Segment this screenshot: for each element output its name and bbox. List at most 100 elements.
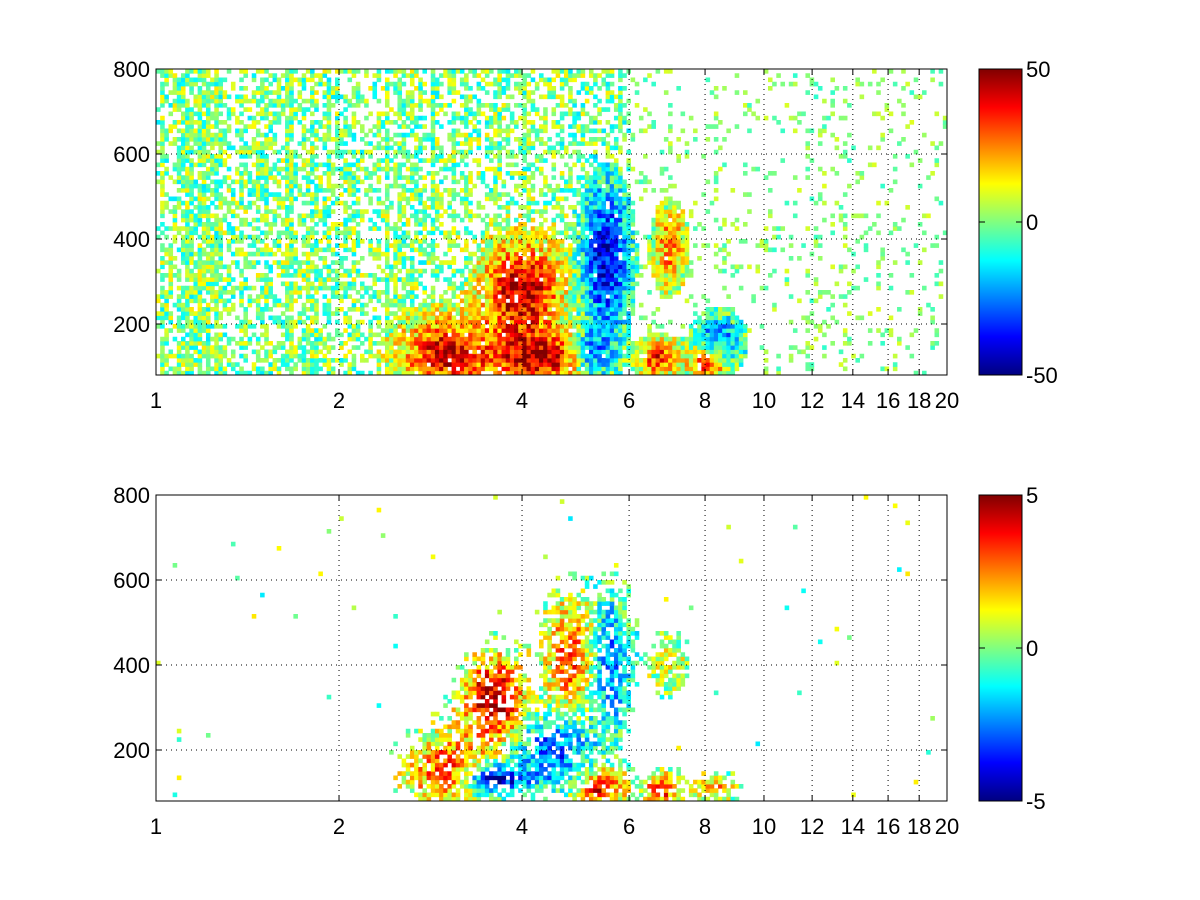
heatmap-cell xyxy=(439,268,444,274)
heatmap-cell xyxy=(255,90,261,95)
heatmap-cell xyxy=(230,302,236,308)
heatmap-cell xyxy=(430,315,436,321)
heatmap-cell xyxy=(543,77,548,83)
heatmap-cell xyxy=(285,243,290,248)
heatmap-cell xyxy=(518,90,523,95)
heatmap-cell xyxy=(434,349,440,355)
heatmap-cell xyxy=(434,307,440,312)
heatmap-cell xyxy=(384,141,390,146)
heatmap-cell xyxy=(455,319,461,325)
heatmap-cell xyxy=(180,260,186,265)
heatmap-cell xyxy=(543,149,548,155)
heatmap-cell xyxy=(409,285,415,291)
heatmap-cell xyxy=(268,341,273,346)
heatmap-cell xyxy=(305,332,311,338)
heatmap-cell xyxy=(509,162,515,168)
heatmap-cell xyxy=(601,264,607,270)
heatmap-cell xyxy=(493,188,498,193)
heatmap-cell xyxy=(285,315,290,321)
heatmap-cell xyxy=(484,366,490,372)
heatmap-cell xyxy=(447,213,452,219)
heatmap-cell xyxy=(372,90,378,95)
heatmap-cell xyxy=(593,315,598,321)
heatmap-cell xyxy=(364,149,369,155)
heatmap-cell xyxy=(547,200,552,206)
heatmap-cell xyxy=(359,281,365,287)
heatmap-cell xyxy=(380,120,386,125)
heatmap-cell xyxy=(543,332,548,338)
heatmap-cell xyxy=(430,324,436,329)
heatmap-cell xyxy=(447,103,452,108)
heatmap-cell xyxy=(272,358,278,363)
heatmap-cell xyxy=(526,298,532,304)
heatmap-cell xyxy=(593,73,598,78)
heatmap-cell xyxy=(285,260,290,265)
heatmap-cell xyxy=(193,328,199,333)
heatmap-cell xyxy=(447,205,452,210)
heatmap-cell xyxy=(464,120,469,125)
heatmap-cell xyxy=(197,175,203,180)
heatmap-cell xyxy=(505,192,511,197)
heatmap-cell xyxy=(384,81,390,87)
heatmap-cell xyxy=(543,107,548,112)
heatmap-cell xyxy=(239,137,244,142)
heatmap-cell xyxy=(293,349,298,355)
heatmap-cell xyxy=(468,98,473,104)
heatmap-cell xyxy=(430,141,436,146)
heatmap-cell xyxy=(189,192,194,197)
heatmap-cell xyxy=(218,349,224,355)
heatmap-cell xyxy=(393,264,398,270)
heatmap-cell xyxy=(534,332,540,338)
heatmap-cell xyxy=(422,98,427,104)
heatmap-cell xyxy=(239,239,244,244)
heatmap-cell xyxy=(580,243,586,248)
heatmap-cell xyxy=(384,307,390,312)
heatmap-cell xyxy=(493,111,498,117)
heatmap-cell xyxy=(459,345,465,350)
heatmap-cell xyxy=(185,98,190,104)
heatmap-cell xyxy=(588,264,594,270)
heatmap-cell xyxy=(239,205,244,210)
heatmap-cell xyxy=(526,98,532,104)
heatmap-cell xyxy=(289,366,294,372)
heatmap-cell xyxy=(343,149,348,155)
heatmap-cell xyxy=(597,200,602,206)
heatmap-cell xyxy=(268,222,273,227)
heatmap-cell xyxy=(414,132,419,138)
heatmap-cell xyxy=(401,111,407,117)
heatmap-cell xyxy=(372,332,378,338)
heatmap-cell xyxy=(322,115,328,121)
heatmap-cell xyxy=(301,285,307,291)
heatmap-cell xyxy=(476,107,482,112)
heatmap-cell xyxy=(472,332,477,338)
heatmap-cell xyxy=(268,111,273,117)
heatmap-cell xyxy=(401,349,407,355)
heatmap-cell xyxy=(176,175,182,180)
heatmap-cell xyxy=(401,124,407,129)
heatmap-cell xyxy=(201,353,207,359)
heatmap-cell xyxy=(351,268,357,274)
heatmap-cell xyxy=(418,94,423,100)
heatmap-cell xyxy=(397,145,403,151)
heatmap-cell xyxy=(414,196,419,202)
heatmap-cell xyxy=(522,171,527,176)
heatmap-cell xyxy=(480,179,486,185)
heatmap-cell xyxy=(430,217,436,223)
heatmap-cell xyxy=(568,353,573,359)
heatmap-cell xyxy=(597,183,602,189)
heatmap-cell xyxy=(164,251,169,257)
heatmap-cell xyxy=(347,319,353,325)
heatmap-cell xyxy=(176,200,182,206)
heatmap-cell xyxy=(180,128,186,134)
heatmap-cell xyxy=(326,243,332,248)
heatmap-cell xyxy=(572,268,577,274)
heatmap-cell xyxy=(285,137,290,142)
heatmap-cell xyxy=(601,370,607,375)
heatmap-cell xyxy=(551,328,557,333)
heatmap-cell xyxy=(559,188,565,193)
heatmap-cell xyxy=(359,124,365,129)
heatmap-cell xyxy=(584,324,590,329)
heatmap-cell xyxy=(326,120,332,125)
heatmap-cell xyxy=(447,247,452,253)
heatmap-cell xyxy=(430,239,436,244)
